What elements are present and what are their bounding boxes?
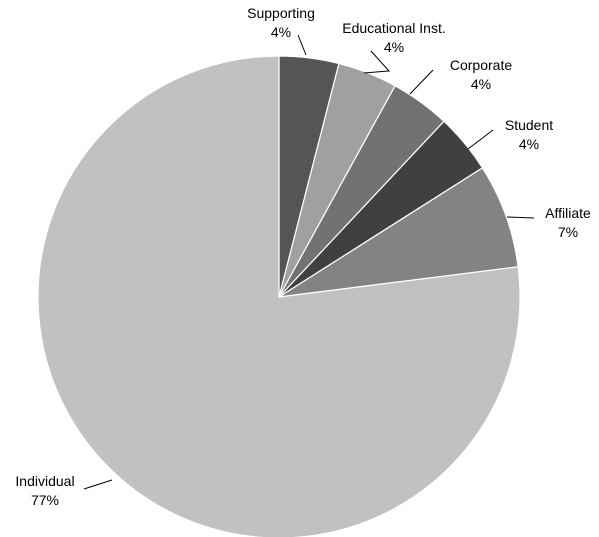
slice-value-label: 4% [384,39,404,55]
slice-value-label: 4% [271,24,291,40]
slice-name-label: Affiliate [545,205,591,221]
slice-name-label: Educational Inst. [342,20,446,36]
slice-value-label: 4% [471,76,491,92]
leader-line [506,216,535,219]
leader-lines [83,34,535,490]
slice-name-label: Supporting [247,5,315,21]
slice-name-label: Student [505,117,553,133]
leader-line [409,69,434,95]
slice-name-label: Corporate [450,57,512,73]
leader-line [297,34,307,56]
slice-value-label: 4% [519,136,539,152]
slice-name-label: Individual [15,473,74,489]
slice-value-label: 77% [31,492,59,508]
pie-slice-affiliate [278,167,519,298]
pie-slices [37,55,521,537]
leader-line [467,129,494,150]
leader-line [363,50,391,74]
slice-value-label: 7% [558,224,578,240]
pie-slice-individual [37,55,521,537]
leader-line [83,479,113,490]
slice-labels: Supporting 4% Educational Inst. 4% Corporate… [15,5,591,508]
